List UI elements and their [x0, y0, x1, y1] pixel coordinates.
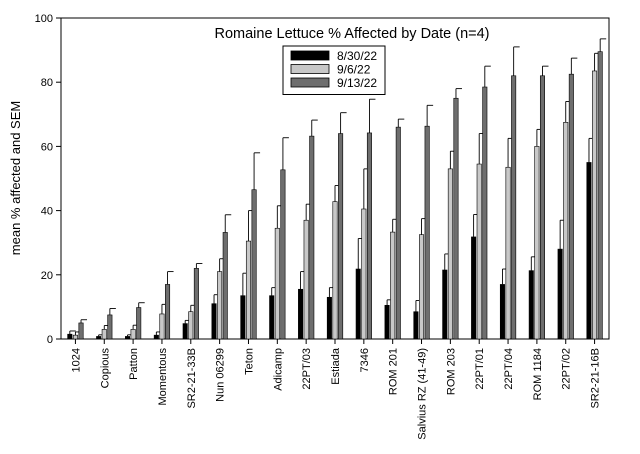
bar: [413, 311, 419, 340]
x-tick-label: Salvius RZ (41-49): [417, 348, 429, 440]
bars-group: [67, 38, 607, 340]
y-tick-label: 40: [41, 206, 53, 218]
bar: [222, 232, 228, 340]
x-tick-label: 22PT/03: [301, 348, 313, 390]
bar: [125, 336, 131, 340]
bar: [136, 307, 142, 340]
bar: [280, 169, 286, 340]
bar: [78, 322, 84, 340]
y-axis: 0 20 40 60 80 100: [35, 13, 61, 346]
x-axis: 1024 Copious Patton Momentous SR2-21-33B Nun …: [70, 339, 602, 440]
legend-swatch: [290, 77, 330, 88]
bar: [251, 189, 257, 340]
bar: [482, 86, 488, 340]
bar: [338, 133, 344, 340]
bar: [395, 126, 401, 340]
y-tick-label: 20: [41, 270, 53, 282]
x-tick-label: SR2-21-33B: [186, 348, 198, 409]
bar: [534, 146, 540, 340]
x-tick-label: 22PT/01: [474, 348, 486, 390]
legend-entry: 8/30/22: [337, 49, 377, 63]
bar: [447, 168, 453, 340]
x-tick-label: 1024: [70, 348, 82, 372]
legend-swatch: [290, 64, 330, 74]
x-tick-label: ROM 201: [388, 348, 400, 395]
bar: [476, 163, 482, 340]
bar: [107, 314, 113, 340]
bar: [130, 329, 136, 340]
y-axis-label: mean % affected and SEM: [8, 101, 23, 255]
x-tick-label: ROM 1184: [532, 348, 544, 400]
bar: [326, 296, 332, 340]
bar: [528, 270, 534, 340]
bar: [165, 284, 171, 340]
bar: [309, 135, 315, 340]
x-tick-label: Copious: [99, 348, 111, 389]
bar: [211, 303, 217, 340]
x-tick-label: Teton: [243, 348, 255, 375]
bar: [471, 236, 477, 340]
x-tick-label: Momentous: [157, 348, 169, 406]
bar: [442, 269, 448, 340]
y-tick-label: 80: [41, 77, 53, 89]
bar: [384, 304, 390, 340]
bar: [511, 75, 517, 340]
legend-entry: 9/13/22: [337, 76, 377, 90]
bar: [568, 73, 574, 340]
y-tick-label: 0: [47, 334, 53, 346]
bar: [245, 240, 251, 340]
bar: [217, 271, 223, 340]
bar: [153, 334, 159, 340]
x-tick-label: 22PT/04: [503, 348, 515, 390]
x-tick-label: ROM 203: [445, 348, 457, 395]
x-tick-label: Estiada: [330, 347, 342, 385]
bar: [332, 201, 338, 340]
bar: [303, 219, 309, 340]
legend: 8/30/229/6/229/13/22: [282, 45, 386, 95]
x-tick-label: Nun 06299: [215, 348, 227, 402]
bar: [453, 97, 459, 340]
legend-entry: 9/6/22: [337, 63, 371, 77]
bar: [355, 268, 361, 340]
bar: [499, 284, 505, 340]
bar: [159, 313, 165, 340]
bar: [592, 70, 598, 340]
bar: [597, 51, 603, 340]
bar: [269, 295, 275, 340]
bar: [188, 311, 194, 340]
x-tick-label: 22PT/02: [561, 348, 573, 390]
bar: [557, 248, 563, 340]
bar: [182, 323, 188, 340]
bar: [505, 166, 511, 340]
bar: [366, 132, 372, 340]
bar: [72, 334, 78, 340]
bar: [240, 295, 246, 340]
y-tick-label: 100: [35, 13, 53, 25]
chart-title: Romaine Lettuce % Affected by Date (n=4): [215, 26, 490, 42]
x-tick-label: Patton: [128, 348, 140, 380]
bar: [96, 336, 102, 340]
bar: [274, 227, 280, 340]
bar: [390, 231, 396, 340]
x-tick-label: 7346: [359, 348, 371, 372]
bar: [563, 122, 569, 340]
bar: [193, 268, 199, 340]
bar: [586, 162, 592, 340]
bar: [424, 125, 430, 340]
bar: [298, 288, 304, 340]
bar: [67, 333, 73, 340]
bar: [539, 75, 545, 340]
bar: [101, 329, 107, 340]
bar: [419, 234, 425, 340]
y-tick-label: 60: [41, 141, 53, 153]
x-tick-label: SR2-21-16B: [590, 348, 602, 409]
bar: [361, 208, 367, 340]
legend-swatch: [290, 50, 330, 61]
x-tick-label: Adicamp: [272, 348, 284, 391]
